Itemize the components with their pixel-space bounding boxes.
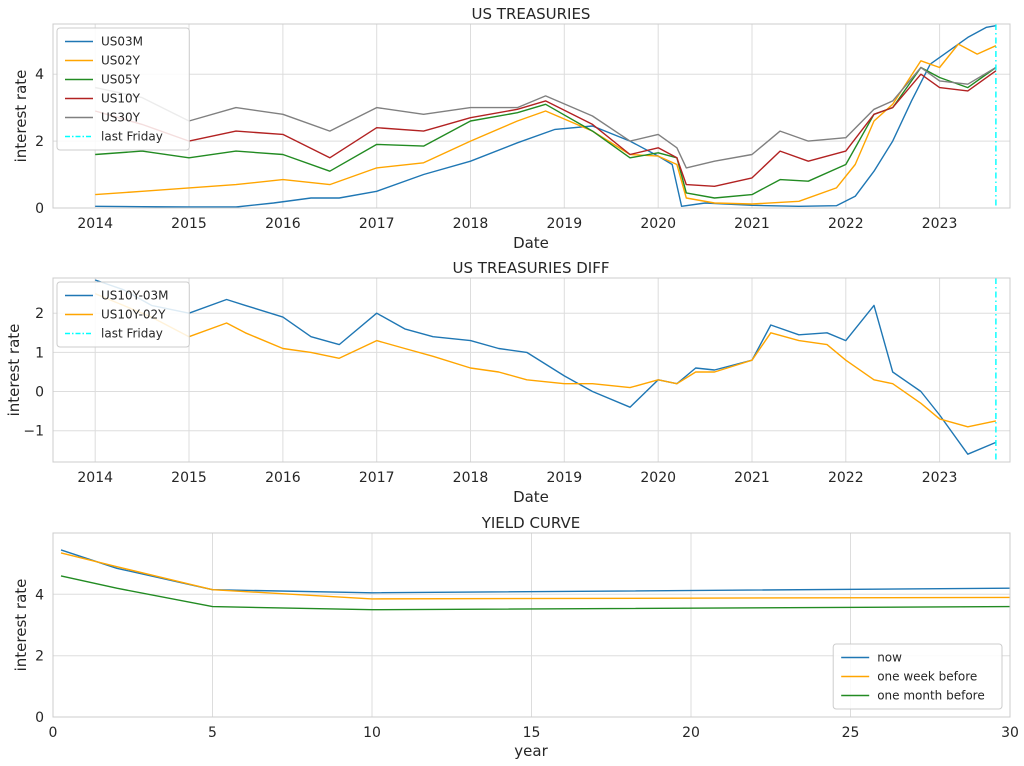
series-line-us10y-03m [94,279,997,455]
y-axis-label: interest rate [12,579,30,672]
x-tick-label: 25 [842,725,860,741]
series-line-one-month-before [60,575,1011,611]
x-tick-label: 2021 [734,216,770,232]
y-tick-label: 1 [35,345,44,361]
y-tick-label: 0 [35,201,44,217]
x-tick-label: 2019 [546,216,582,232]
y-axis-label: interest rate [5,324,23,417]
panel-us-treasuries: US TREASURIES 2014 2015 2016 2017 2018 2019 20… [12,5,1011,252]
legend-box [832,643,1003,710]
series-lines [95,24,997,208]
x-axis-label: year [514,742,548,760]
y-ticks: 0 2 4 [35,67,44,217]
series-line-us10y [95,70,997,188]
legend-label: one week before [877,670,977,684]
x-tick-label: 2014 [77,216,113,232]
x-tick-label: 2021 [734,470,770,486]
x-tick-label: 2017 [359,470,395,486]
y-tick-label: 2 [35,649,44,665]
x-tick-label: 2018 [453,216,489,232]
series-lines [60,549,1011,611]
legend-label: US02Y [101,54,141,68]
x-tick-label: 2016 [265,216,301,232]
series-line-us02y [95,43,997,205]
y-tick-label: 2 [35,306,44,322]
x-tick-label: 2015 [171,470,207,486]
series-line-us10y-02y [94,293,997,428]
legend: US10Y-03M US10Y-02Y last Friday [56,281,190,348]
y-tick-label: 0 [35,710,44,726]
chart-title: US TREASURIES [472,5,591,23]
legend-box [56,281,190,348]
y-ticks: 0 2 4 [35,587,44,726]
x-tick-label: 2020 [640,216,676,232]
y-tick-label: −1 [23,424,44,440]
grid [53,278,1010,462]
x-tick-label: 2017 [359,216,395,232]
x-ticks: 0 5 10 15 20 25 30 [49,725,1019,741]
x-tick-label: 2016 [265,470,301,486]
x-tick-label: 20 [682,725,700,741]
y-tick-label: 2 [35,134,44,150]
x-tick-label: 2015 [171,216,207,232]
series-lines [94,278,997,462]
x-tick-label: 2014 [77,470,113,486]
panel-yield-curve: YIELD CURVE 0 5 10 15 20 25 30 0 2 4 year intere… [12,514,1019,760]
x-tick-label: 2023 [922,216,958,232]
x-ticks: 2014 2015 2016 2017 2018 2019 2020 2021 2022 2023 [77,470,957,486]
plot-area [52,532,1011,718]
panel-us-treasuries-diff: US TREASURIES DIFF 2014 2015 2016 2017 2018 2… [5,259,1011,506]
x-tick-label: 0 [49,725,58,741]
y-tick-label: 4 [35,587,44,603]
series-line-us03m [95,25,997,208]
series-line-one-week-before [60,552,1011,600]
legend-label: last Friday [101,327,163,341]
legend-label: US30Y [101,111,141,125]
y-axis-label: interest rate [12,70,30,163]
legend-label: US10Y [101,92,141,106]
legend-label: now [877,651,902,665]
series-line-us30y [95,66,997,169]
chart-title: YIELD CURVE [481,514,581,532]
x-tick-label: 10 [363,725,381,741]
plot-area [52,277,1011,463]
x-tick-label: 2022 [828,470,864,486]
legend: now one week before one month before [832,643,1003,710]
chart-title: US TREASURIES DIFF [453,259,610,277]
legend-label: one month before [877,689,985,703]
x-axis-label: Date [513,488,549,506]
x-tick-label: 2020 [640,470,676,486]
x-tick-label: 2022 [828,216,864,232]
legend-label: US05Y [101,73,141,87]
x-tick-label: 2019 [546,470,582,486]
legend-label: last Friday [101,130,163,144]
legend-label: US10Y-03M [101,289,169,303]
x-tick-label: 30 [1001,725,1019,741]
y-tick-label: 4 [35,67,44,83]
legend-box [56,27,190,151]
x-axis-label: Date [513,234,549,252]
legend-label: US03M [101,35,143,49]
plot-area [52,23,1011,209]
legend-label: US10Y-02Y [101,308,166,322]
y-tick-label: 0 [35,385,44,401]
x-tick-label: 5 [208,725,217,741]
x-tick-label: 2018 [453,470,489,486]
series-line-now [60,549,1011,594]
x-tick-label: 2023 [922,470,958,486]
x-tick-label: 15 [523,725,541,741]
y-ticks: −1 0 1 2 [23,306,44,440]
x-ticks: 2014 2015 2016 2017 2018 2019 2020 2021 2022 2023 [77,216,957,232]
legend: US03M US02Y US05Y US10Y US30Y last Friday [56,27,190,151]
